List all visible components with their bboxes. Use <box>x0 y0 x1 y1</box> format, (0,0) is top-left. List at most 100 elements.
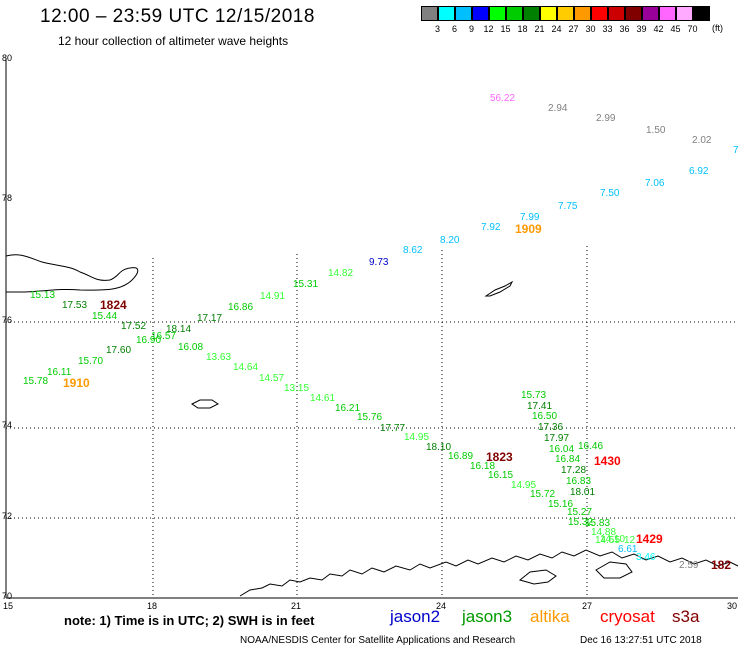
wave-height-label: 7.99 <box>520 212 540 223</box>
lon-label-21: 21 <box>291 601 302 611</box>
legend-swatch <box>625 6 642 21</box>
wave-height-label: 6.92 <box>689 166 709 177</box>
lat-label-78: 78 <box>2 193 13 203</box>
wave-height-label: 14.88 <box>591 527 617 538</box>
wave-height-label: 14.95 <box>511 480 537 491</box>
pass-time-label: 1910 <box>63 376 90 390</box>
wave-height-label: 16.04 <box>549 444 575 455</box>
wave-height-label: 15.13 <box>30 290 56 301</box>
wave-height-label: 16.15 <box>488 470 514 481</box>
legend-label: 9 <box>468 24 474 34</box>
legend-swatch <box>557 6 574 21</box>
lon-label-27: 27 <box>582 601 593 611</box>
wave-height-label: 7.75 <box>558 201 578 212</box>
wave-height-label: 16.18 <box>470 461 496 472</box>
wave-height-label: 9.73 <box>369 257 389 268</box>
wave-height-label: 56.22 <box>490 93 516 104</box>
legend-label: 30 <box>585 24 596 34</box>
legend-swatch <box>642 6 659 21</box>
pass-time-label: 1430 <box>594 454 621 468</box>
wave-height-label: 13.15 <box>284 383 310 394</box>
satellite-name: altika <box>530 607 570 626</box>
wave-height-label: 15.27 <box>567 507 593 518</box>
legend-swatch <box>472 6 489 21</box>
coastline <box>5 254 739 597</box>
footnote: note: 1) Time is in UTC; 2) SWH is in fe… <box>64 613 315 628</box>
wave-height-label: 16.84 <box>555 454 581 465</box>
legend-label: 21 <box>534 24 545 34</box>
legend-swatch <box>506 6 523 21</box>
legend-swatch <box>489 6 506 21</box>
pass-time-label: 182 <box>711 558 732 572</box>
wave-height-label: 15.31 <box>293 279 319 290</box>
wave-height-label: 13.63 <box>206 352 232 363</box>
wave-height-label: 16.08 <box>178 342 204 353</box>
wave-height-label: 8.20 <box>440 235 460 246</box>
wave-height-label: 15.72 <box>530 489 556 500</box>
lon-label-15: 15 <box>3 601 14 611</box>
satellite-name: jason3 <box>462 607 513 626</box>
lat-label-74: 74 <box>2 420 13 430</box>
legend-swatch <box>455 6 472 21</box>
wave-height-label: 18.14 <box>166 324 192 335</box>
wave-height-label: 2.94 <box>548 103 568 114</box>
lon-label-24: 24 <box>436 601 447 611</box>
legend-label: 27 <box>568 24 579 34</box>
wave-height-label: 14.57 <box>259 373 285 384</box>
wave-height-label: 2.59 <box>679 560 699 571</box>
wave-height-label: 16.21 <box>335 403 361 414</box>
wave-height-label: 15.73 <box>521 390 547 401</box>
satellite-name: jason2 <box>390 607 441 626</box>
legend-label: 18 <box>517 24 528 34</box>
wave-height-label: 15.78 <box>23 376 49 387</box>
wave-height-label: 16.83 <box>566 476 592 487</box>
legend-label: 3 <box>434 24 440 34</box>
wave-height-label: 18.10 <box>426 442 452 453</box>
map-subtitle: 12 hour collection of altimeter wave hei… <box>58 34 289 48</box>
legend-label: 33 <box>602 24 613 34</box>
legend-label: 39 <box>636 24 647 34</box>
legend-label: 45 <box>670 24 681 34</box>
wave-height-label: 17.53 <box>62 300 88 311</box>
wave-height-label: 16.86 <box>228 302 254 313</box>
wave-height-label: 16.11 <box>47 367 72 378</box>
wave-height-label: 7.06 <box>645 178 665 189</box>
wave-height-label: 16.89 <box>448 451 474 462</box>
wave-height-label: 16.46 <box>578 441 604 452</box>
wave-height-label: 15.83 <box>585 518 611 529</box>
wave-height-label: 14.95 <box>404 432 430 443</box>
wave-height-label: 14.55 <box>595 535 621 546</box>
legend-label: 24 <box>551 24 562 34</box>
pass-time-label: 1909 <box>515 222 542 236</box>
wave-height-label: 14.10 <box>600 534 626 545</box>
pass-time-label: 1429 <box>636 532 663 546</box>
wave-height-label: 14.64 <box>233 362 259 373</box>
credit-line: NOAA/NESDIS Center for Satellite Applica… <box>240 635 516 646</box>
legend-label: 12 <box>483 24 494 34</box>
lon-label-30: 30 <box>727 601 738 611</box>
legend-swatch <box>421 6 438 21</box>
wave-height-label: 17.52 <box>121 321 147 332</box>
legend-swatch <box>608 6 625 21</box>
wave-height-label: 14.61 <box>310 393 336 404</box>
lat-label-76: 76 <box>2 315 13 325</box>
legend-swatch <box>659 6 676 21</box>
wave-height-label: 16.57 <box>151 331 177 342</box>
map-title: 12:00 – 23:59 UTC 12/15/2018 <box>40 6 315 27</box>
wave-height-label: 17.60 <box>106 345 132 356</box>
pass-time-label: 1823 <box>486 450 513 464</box>
legend-label: 15 <box>500 24 511 34</box>
timestamp: Dec 16 13:27:51 UTC 2018 <box>580 635 702 646</box>
lat-label-72: 72 <box>2 511 13 521</box>
wave-height-label: 6.61 <box>618 544 638 555</box>
wave-height-label: 17.28 <box>561 465 587 476</box>
pass-time-label: 1824 <box>100 298 127 312</box>
wave-height-label: 14.91 <box>260 291 286 302</box>
wave-height-label: 7.92 <box>481 222 501 233</box>
wave-height-label: 1.50 <box>646 125 666 136</box>
satellite-name: cryosat <box>600 607 655 626</box>
legend-swatch <box>574 6 591 21</box>
wave-height-label: 17.17 <box>197 313 223 324</box>
legend-swatch <box>523 6 540 21</box>
